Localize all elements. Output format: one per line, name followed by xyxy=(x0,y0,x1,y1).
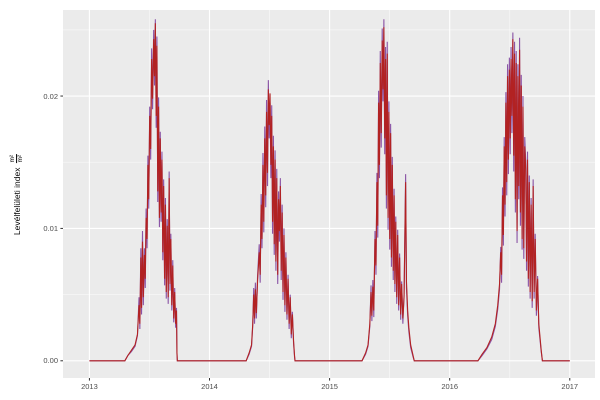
y-tick-label: 0.00 xyxy=(43,356,58,366)
series-line-red xyxy=(89,23,570,362)
x-tick-label: 2014 xyxy=(201,382,218,391)
y-title-fraction: m² m² xyxy=(9,153,25,164)
y-tick-label: 0.01 xyxy=(43,223,58,233)
x-tick-label: 2016 xyxy=(441,382,459,391)
x-tick-label: 2017 xyxy=(561,382,579,391)
y-tick-label: 0.02 xyxy=(43,91,58,101)
x-tick-label: 2015 xyxy=(321,382,338,391)
y-axis-title: Levélfelületi index m² m² xyxy=(2,0,32,388)
y-axis-title-text: Levélfelületi index xyxy=(12,167,23,235)
series-layer xyxy=(89,19,570,362)
x-tick-label: 2013 xyxy=(81,382,98,391)
fraction-denominator: m² xyxy=(17,154,25,163)
